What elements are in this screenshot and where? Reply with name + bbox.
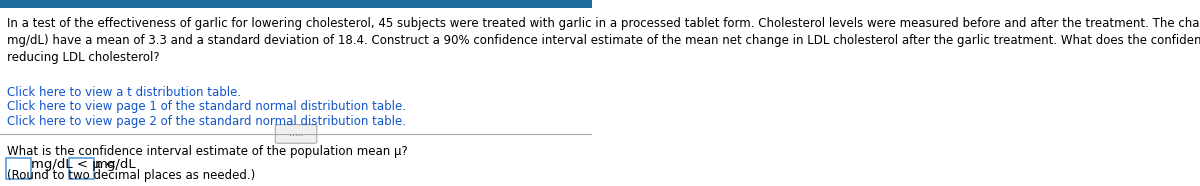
Text: mg/dL < μ <: mg/dL < μ < (31, 158, 116, 171)
Text: Click here to view a t distribution table.: Click here to view a t distribution tabl… (7, 86, 241, 99)
Text: Click here to view page 2 of the standard normal distribution table.: Click here to view page 2 of the standar… (7, 115, 406, 128)
Text: What is the confidence interval estimate of the population mean μ?: What is the confidence interval estimate… (7, 145, 408, 158)
FancyBboxPatch shape (6, 158, 31, 179)
Text: In a test of the effectiveness of garlic for lowering cholesterol, 45 subjects w: In a test of the effectiveness of garlic… (7, 17, 1200, 64)
FancyBboxPatch shape (275, 125, 317, 143)
Text: .....: ..... (289, 129, 304, 138)
FancyBboxPatch shape (68, 158, 94, 179)
FancyBboxPatch shape (0, 0, 593, 8)
Text: mg/dL: mg/dL (95, 158, 137, 171)
Text: (Round to two decimal places as needed.): (Round to two decimal places as needed.) (7, 169, 256, 182)
Text: Click here to view page 1 of the standard normal distribution table.: Click here to view page 1 of the standar… (7, 100, 406, 113)
